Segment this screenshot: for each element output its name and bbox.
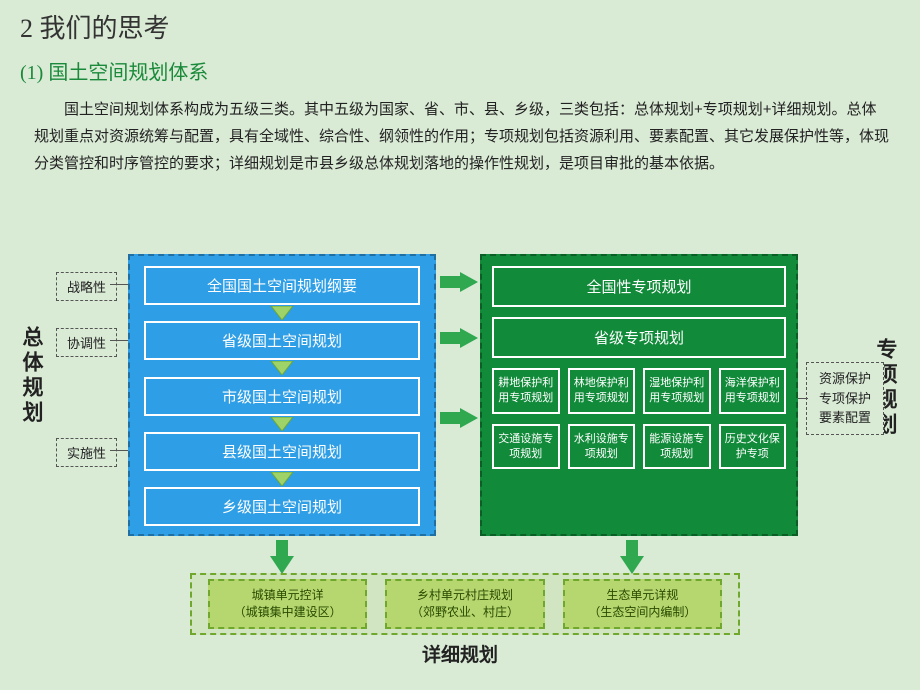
left-vertical-label: 总体规划	[16, 326, 46, 426]
detail-box-urban: 城镇单元控详（城镇集中建设区）	[208, 579, 367, 629]
intro-text: 国土空间规划体系构成为五级三类。其中五级为国家、省、市、县、乡级，三类包括：总体…	[34, 96, 890, 177]
green-small-ocean: 海洋保护利用专项规划	[719, 368, 787, 414]
arrow-down-icon	[270, 540, 294, 574]
down-arrow-icon	[144, 361, 420, 375]
tag-coordinate: 协调性	[56, 328, 117, 357]
arrow-right-icon	[440, 272, 478, 292]
arrow-right-icon	[440, 408, 478, 428]
detail-box-village: 乡村单元村庄规划（郊野农业、村庄）	[385, 579, 544, 629]
green-box-province: 省级专项规划	[492, 317, 786, 358]
green-row-infra: 交通设施专项规划 水利设施专项规划 能源设施专项规划 历史文化保护专项	[492, 424, 786, 470]
special-plan-group: 全国性专项规划 省级专项规划 耕地保护利用专项规划 林地保护利用专项规划 湿地保…	[480, 254, 798, 536]
intro-paragraph: 国土空间规划体系构成为五级三类。其中五级为国家、省、市、县、乡级，三类包括：总体…	[34, 96, 890, 177]
detail-plan-label: 详细规划	[20, 640, 900, 667]
diagram-container: 总体规划 专项规划 战略性 协调性 实施性 全国国土空间规划纲要 省级国土空间规…	[20, 248, 900, 680]
down-arrow-icon	[144, 417, 420, 431]
tag-implement: 实施性	[56, 438, 117, 467]
blue-box-county: 县级国土空间规划	[144, 432, 420, 471]
detail-plan-group: 城镇单元控详（城镇集中建设区） 乡村单元村庄规划（郊野农业、村庄） 生态单元详规…	[190, 573, 740, 635]
blue-box-province: 省级国土空间规划	[144, 321, 420, 360]
section-subtitle: (1) 国土空间规划体系	[20, 56, 208, 85]
blue-box-township: 乡级国土空间规划	[144, 487, 420, 526]
note-resource-protection: 资源保护专项保护要素配置	[806, 362, 884, 435]
arrow-right-icon	[440, 328, 478, 348]
down-arrow-icon	[144, 472, 420, 486]
page-title: 2 我们的思考	[20, 8, 170, 45]
tag-strategic: 战略性	[56, 272, 117, 301]
green-small-farmland: 耕地保护利用专项规划	[492, 368, 560, 414]
green-box-national: 全国性专项规划	[492, 266, 786, 307]
arrow-down-icon	[620, 540, 644, 574]
blue-box-city: 市级国土空间规划	[144, 377, 420, 416]
down-arrow-icon	[144, 306, 420, 320]
green-small-energy: 能源设施专项规划	[643, 424, 711, 470]
overall-plan-group: 全国国土空间规划纲要 省级国土空间规划 市级国土空间规划 县级国土空间规划 乡级…	[128, 254, 436, 536]
green-small-heritage: 历史文化保护专项	[719, 424, 787, 470]
detail-box-eco: 生态单元详规（生态空间内编制）	[563, 579, 722, 629]
green-row-resources: 耕地保护利用专项规划 林地保护利用专项规划 湿地保护利用专项规划 海洋保护利用专…	[492, 368, 786, 414]
note-link	[798, 398, 808, 399]
green-small-wetland: 湿地保护利用专项规划	[643, 368, 711, 414]
green-small-forest: 林地保护利用专项规划	[568, 368, 636, 414]
green-small-transport: 交通设施专项规划	[492, 424, 560, 470]
blue-box-national: 全国国土空间规划纲要	[144, 266, 420, 305]
green-small-water: 水利设施专项规划	[568, 424, 636, 470]
